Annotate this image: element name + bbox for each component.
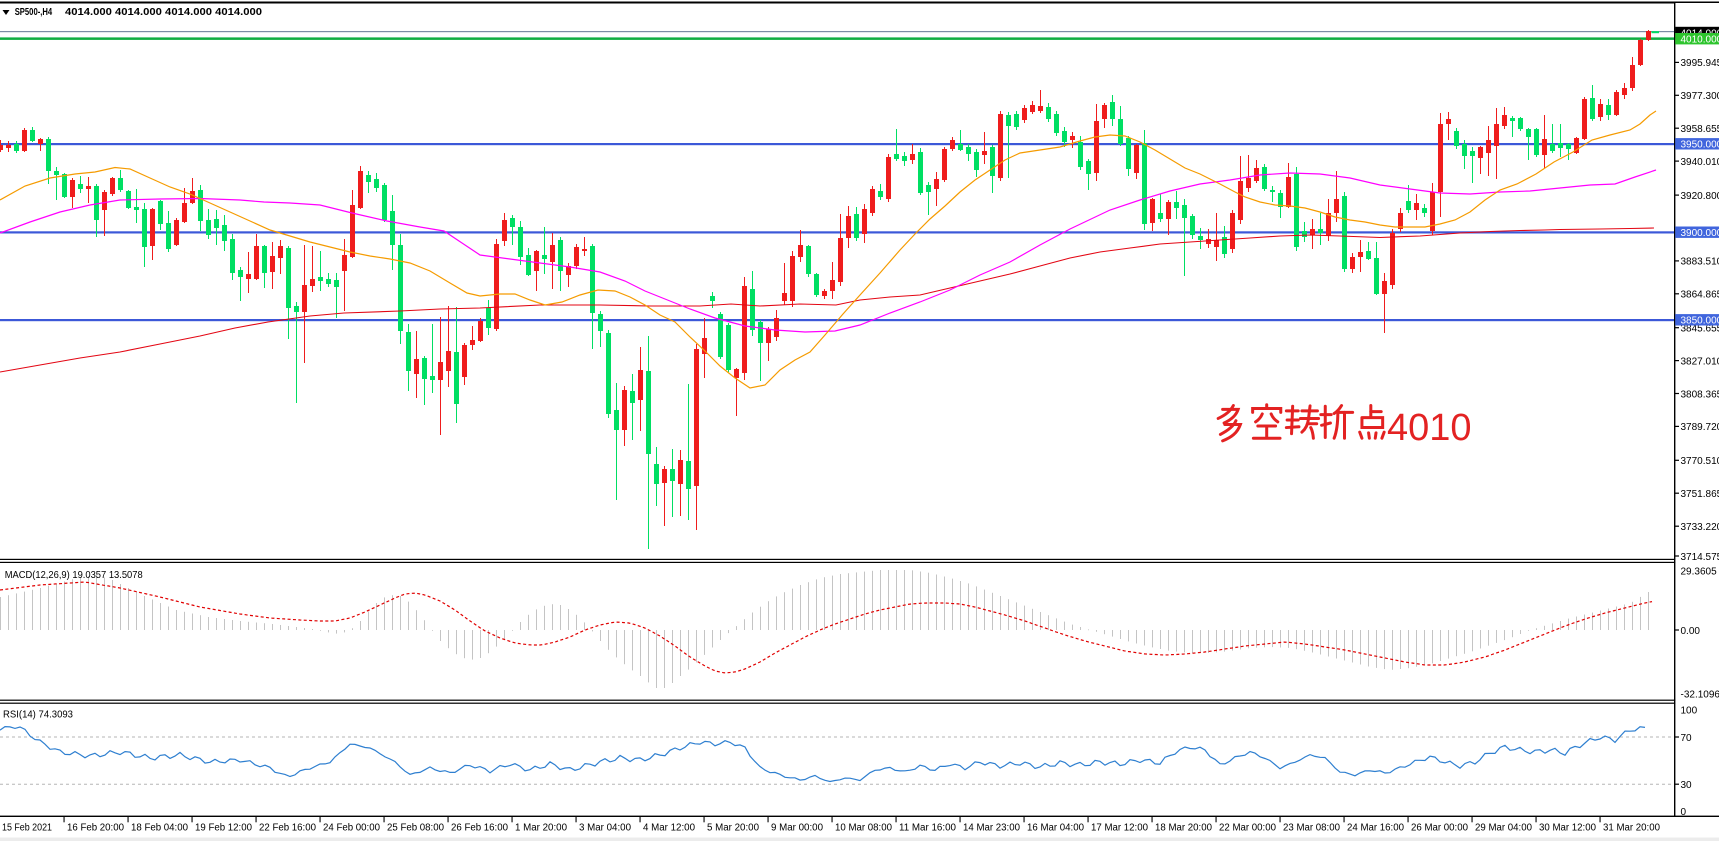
svg-text:3920.800: 3920.800 — [1681, 191, 1719, 202]
svg-text:30 Mar 12:00: 30 Mar 12:00 — [1539, 823, 1596, 834]
svg-text:15 Feb 2021: 15 Feb 2021 — [2, 823, 52, 834]
svg-text:3827.010: 3827.010 — [1681, 356, 1719, 367]
svg-text:4 Mar 12:00: 4 Mar 12:00 — [643, 823, 695, 834]
svg-text:4010: 4010 — [1387, 407, 1472, 449]
svg-text:18 Mar 20:00: 18 Mar 20:00 — [1155, 823, 1212, 834]
svg-text:31 Mar 20:00: 31 Mar 20:00 — [1603, 823, 1660, 834]
svg-text:25 Feb 08:00: 25 Feb 08:00 — [387, 823, 444, 834]
svg-text:1 Mar 20:00: 1 Mar 20:00 — [515, 823, 567, 834]
svg-text:3845.655: 3845.655 — [1681, 324, 1719, 335]
svg-text:29.3605: 29.3605 — [1681, 566, 1718, 577]
svg-text:5 Mar 20:00: 5 Mar 20:00 — [707, 823, 759, 834]
svg-text:17 Mar 12:00: 17 Mar 12:00 — [1091, 823, 1148, 834]
svg-text:3864.865: 3864.865 — [1681, 290, 1719, 301]
svg-text:3900.000: 3900.000 — [1681, 228, 1719, 239]
svg-text:0.00: 0.00 — [1681, 626, 1701, 637]
svg-text:16 Feb 20:00: 16 Feb 20:00 — [67, 823, 124, 834]
svg-text:22 Feb 16:00: 22 Feb 16:00 — [259, 823, 316, 834]
svg-text:18 Feb 04:00: 18 Feb 04:00 — [131, 823, 188, 834]
svg-text:26 Feb 16:00: 26 Feb 16:00 — [451, 823, 508, 834]
svg-text:16 Mar 04:00: 16 Mar 04:00 — [1027, 823, 1084, 834]
svg-text:23 Mar 08:00: 23 Mar 08:00 — [1283, 823, 1340, 834]
svg-text:3751.865: 3751.865 — [1681, 489, 1719, 500]
svg-text:3883.510: 3883.510 — [1681, 257, 1719, 268]
svg-text:3714.575: 3714.575 — [1681, 552, 1719, 563]
svg-text:4014.000 4014.000 4014.000 401: 4014.000 4014.000 4014.000 4014.000 — [65, 7, 262, 18]
svg-text:100: 100 — [1681, 705, 1698, 716]
svg-text:24 Feb 00:00: 24 Feb 00:00 — [323, 823, 380, 834]
svg-text:14 Mar 23:00: 14 Mar 23:00 — [963, 823, 1020, 834]
svg-text:MACD(12,26,9) 19.0357 13.5078: MACD(12,26,9) 19.0357 13.5078 — [5, 569, 143, 581]
svg-text:3733.220: 3733.220 — [1681, 522, 1719, 533]
svg-text:3808.365: 3808.365 — [1681, 389, 1719, 400]
svg-text:11 Mar 16:00: 11 Mar 16:00 — [899, 823, 956, 834]
svg-text:30: 30 — [1681, 780, 1693, 791]
svg-text:26 Mar 00:00: 26 Mar 00:00 — [1411, 823, 1468, 834]
svg-text:RSI(14) 74.3093: RSI(14) 74.3093 — [3, 709, 73, 721]
svg-text:3770.510: 3770.510 — [1681, 456, 1719, 467]
svg-text:SP500-,H4: SP500-,H4 — [15, 7, 53, 18]
svg-text:-32.1096: -32.1096 — [1681, 689, 1719, 700]
svg-text:3958.655: 3958.655 — [1681, 124, 1719, 135]
svg-text:4010.000: 4010.000 — [1681, 35, 1719, 46]
svg-text:70: 70 — [1681, 733, 1693, 744]
svg-text:29 Mar 04:00: 29 Mar 04:00 — [1475, 823, 1532, 834]
svg-text:3850.000: 3850.000 — [1681, 316, 1719, 327]
svg-text:3940.010: 3940.010 — [1681, 157, 1719, 168]
svg-text:22 Mar 00:00: 22 Mar 00:00 — [1219, 823, 1276, 834]
svg-text:19 Feb 12:00: 19 Feb 12:00 — [195, 823, 252, 834]
svg-text:10 Mar 08:00: 10 Mar 08:00 — [835, 823, 892, 834]
svg-text:3950.000: 3950.000 — [1681, 140, 1719, 151]
svg-text:0: 0 — [1681, 807, 1687, 818]
svg-text:3977.300: 3977.300 — [1681, 91, 1719, 102]
svg-text:9 Mar 00:00: 9 Mar 00:00 — [771, 823, 823, 834]
svg-text:3 Mar 04:00: 3 Mar 04:00 — [579, 823, 631, 834]
svg-text:3789.720: 3789.720 — [1681, 422, 1719, 433]
svg-text:3995.945: 3995.945 — [1681, 58, 1719, 69]
svg-text:24 Mar 16:00: 24 Mar 16:00 — [1347, 823, 1404, 834]
